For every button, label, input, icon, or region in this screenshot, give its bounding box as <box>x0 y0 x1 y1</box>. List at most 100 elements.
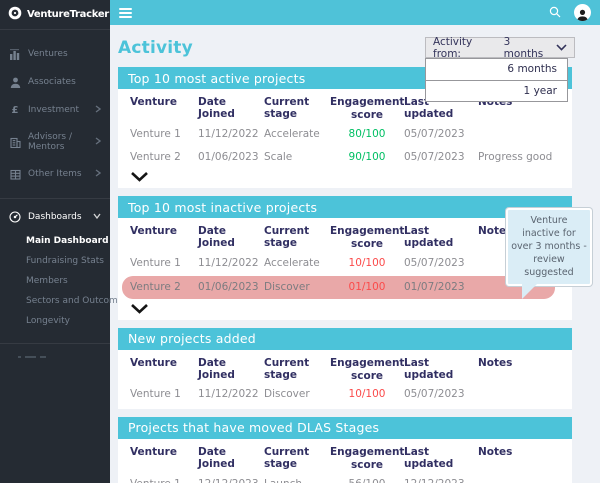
sidebar-footer-marks <box>0 344 110 358</box>
cell-venture: Venture 1 <box>130 127 181 140</box>
col-engagement-score: Engagement score <box>330 356 405 382</box>
topbar <box>110 0 600 25</box>
table-row[interactable]: Venture 1 11/12/2022 Discover 10/100 05/… <box>118 383 572 406</box>
cell-venture: Venture 1 <box>130 478 198 483</box>
cell-stage: Discover <box>264 388 310 401</box>
table-header-row: Venture Date Joined Current stage Engage… <box>118 443 572 472</box>
table-row[interactable]: Venture 2 01/06/2023 Scale 90/100 05/07/… <box>118 145 572 168</box>
table-moved-dlas-stages: Projects that have moved DLAS Stages Ven… <box>118 416 572 483</box>
table-row-highlighted-inactive[interactable]: Venture 2 01/06/2023 Discover 01/100 01/… <box>122 275 555 299</box>
table-row[interactable]: Venture 1 11/12/2022 Accelerate 10/100 0… <box>118 252 572 275</box>
chevron-down-icon <box>556 42 567 54</box>
sidebar-item-fundraising-stats[interactable]: Fundraising Stats <box>26 256 104 266</box>
cell-last-updated: 05/07/2023 <box>404 127 465 140</box>
cell-last-updated: 12/12/2023 <box>404 478 478 483</box>
cell-date-joined: 12/12/2023 <box>198 478 264 483</box>
topbar-actions <box>549 3 591 22</box>
cell-score: 90/100 <box>348 150 386 163</box>
chevron-right-icon <box>95 168 102 180</box>
gauge-icon <box>9 211 21 223</box>
table-row[interactable]: Venture 1 12/12/2023 Launch 56/100 12/12… <box>118 472 572 483</box>
table-title: New projects added <box>118 327 572 350</box>
cell-date-joined: 11/12/2022 <box>198 388 259 401</box>
table-body: Venture Date Joined Current stage Engage… <box>118 438 572 483</box>
col-notes: Notes <box>478 356 513 369</box>
table-header-row: Venture Date Joined Current stage Engage… <box>118 354 572 383</box>
table-body: Venture Date Joined Current stage Engage… <box>118 349 572 409</box>
col-last-updated: Last updated <box>404 225 454 250</box>
sidebar-item-advisors-mentors[interactable]: Advisors / Mentors <box>0 124 110 160</box>
dropdown-option-6-months[interactable]: 6 months <box>507 63 557 75</box>
table-row[interactable]: Venture 1 11/12/2022 Accelerate 80/100 0… <box>118 122 572 145</box>
sidebar-item-label: Associates <box>28 77 76 87</box>
table-body: Venture Date Joined Current stage Engage… <box>118 89 572 189</box>
cell-date-joined: 01/06/2023 <box>198 281 259 293</box>
cell-stage: Discover <box>264 281 310 293</box>
sidebar-item-sectors-outcomes[interactable]: Sectors and Outcomes <box>26 296 129 306</box>
col-engagement-score: Engagement score <box>330 96 405 122</box>
brand[interactable]: VentureTracker <box>0 0 110 30</box>
sidebar-dashboards-section: Dashboards Main Dashboard Fundraising St… <box>0 198 129 337</box>
callout-tail <box>522 284 537 300</box>
sidebar-item-associates[interactable]: Associates <box>0 68 110 96</box>
expand-chevron-icon[interactable] <box>118 168 149 185</box>
sidebar-item-label: Dashboards <box>28 212 82 222</box>
venturetracker-logo-icon <box>8 6 22 23</box>
cell-score: 80/100 <box>348 127 386 140</box>
dropdown-options-menu: 6 months 1 year <box>425 58 568 102</box>
activity-from-dropdown[interactable]: Activity from: 3 months <box>425 36 575 60</box>
dropdown-option-1-year[interactable]: 1 year <box>426 80 567 101</box>
col-date-joined: Date Joined <box>198 356 235 381</box>
table-header-row: Venture Date Joined Current stage Engage… <box>118 93 572 122</box>
cell-stage: Accelerate <box>264 257 320 269</box>
sidebar-item-label: Advisors / Mentors <box>28 132 73 152</box>
expand-chevron-icon[interactable] <box>118 300 149 317</box>
user-avatar-icon[interactable] <box>574 4 591 21</box>
col-date-joined: Date Joined <box>198 96 235 120</box>
col-engagement-score: Engagement score <box>330 445 405 471</box>
sidebar-item-ventures[interactable]: Ventures <box>0 40 110 68</box>
col-venture: Venture <box>130 225 177 238</box>
search-icon[interactable] <box>549 3 561 22</box>
table-body: Venture inactive for over 3 months - rev… <box>118 208 592 320</box>
cell-venture: Venture 1 <box>130 257 181 269</box>
col-last-updated: Last updated <box>404 445 454 470</box>
cell-stage: Launch <box>264 478 330 483</box>
col-venture: Venture <box>130 445 177 458</box>
sidebar: VentureTracker Ventures Associates £ Inv… <box>0 0 129 483</box>
cell-notes: Progress good <box>478 150 553 163</box>
table-title: Top 10 most inactive projects <box>118 196 572 219</box>
cell-last-updated: 05/07/2023 <box>404 150 465 163</box>
pound-icon: £ <box>11 104 19 116</box>
cell-venture: Venture 2 <box>130 150 181 163</box>
col-current-stage: Current stage <box>264 356 310 381</box>
inactive-venture-callout: Venture inactive for over 3 months - rev… <box>506 208 592 300</box>
cell-date-joined: 11/12/2022 <box>198 257 259 269</box>
sidebar-item-dashboards[interactable]: Dashboards <box>0 203 110 231</box>
bar-chart-icon <box>9 48 21 60</box>
sidebar-item-members[interactable]: Members <box>26 276 68 286</box>
table-title: Projects that have moved DLAS Stages <box>118 416 572 439</box>
col-venture: Venture <box>130 96 177 108</box>
col-date-joined: Date Joined <box>198 225 235 250</box>
grid-icon <box>9 168 21 180</box>
cell-venture: Venture 2 <box>130 281 181 293</box>
dashboards-subnav: Main Dashboard Fundraising Stats Members… <box>0 231 129 337</box>
person-icon <box>9 76 21 88</box>
cell-date-joined: 01/06/2023 <box>198 150 259 163</box>
page-title: Activity <box>118 38 193 58</box>
col-current-stage: Current stage <box>264 96 310 120</box>
cell-score: 56/100 <box>330 478 404 483</box>
col-last-updated: Last updated <box>404 356 454 381</box>
sidebar-item-main-dashboard[interactable]: Main Dashboard <box>26 236 109 246</box>
content: Activity Activity from: 3 months 6 month… <box>110 25 592 483</box>
sidebar-item-other-items[interactable]: Other Items <box>0 160 110 188</box>
menu-icon[interactable] <box>119 7 132 18</box>
sidebar-item-longevity[interactable]: Longevity <box>26 316 70 326</box>
sidebar-nav: Ventures Associates £ Investment Adviso <box>0 30 110 190</box>
building-icon <box>9 136 21 148</box>
col-engagement-score: Engagement score <box>330 225 405 251</box>
callout-text: Venture inactive for over 3 months - rev… <box>511 215 587 278</box>
sidebar-item-investment[interactable]: £ Investment <box>0 96 110 124</box>
